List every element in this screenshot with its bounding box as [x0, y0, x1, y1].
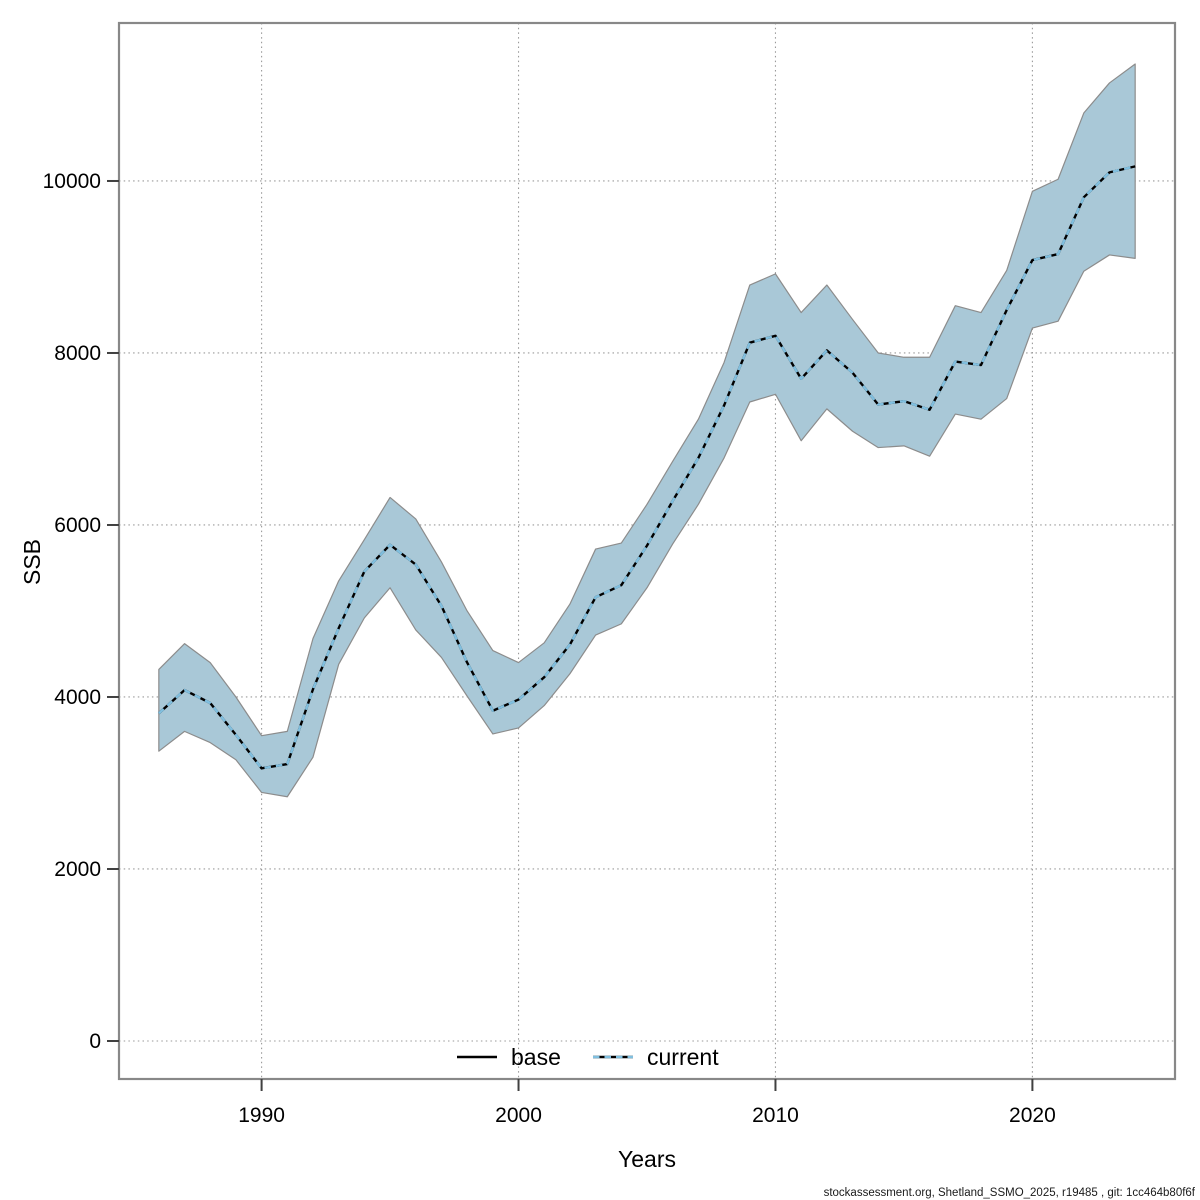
gridlines	[119, 23, 1175, 1079]
y-tick-label-10000: 10000	[43, 170, 101, 193]
plot-border	[117, 21, 1177, 1081]
footer-text: stockassessment.org, Shetland_SSMO_2025,…	[824, 1187, 1196, 1199]
axis-tick-labels: 1990 2000 2010 2020 0 2000 4000 6000 8000 10000	[43, 170, 1056, 1127]
y-tick-label-4000: 4000	[54, 686, 101, 709]
legend: base current	[457, 1044, 719, 1070]
y-axis-title: SSB	[19, 539, 45, 585]
y-tick-label-6000: 6000	[54, 514, 101, 537]
x-tick-label-2010: 2010	[752, 1104, 799, 1127]
confidence-band	[158, 63, 1136, 798]
x-tick-label-1990: 1990	[238, 1104, 285, 1127]
x-tick-label-2000: 2000	[495, 1104, 542, 1127]
axis-ticks	[107, 179, 1034, 1091]
y-tick-label-8000: 8000	[54, 342, 101, 365]
x-axis-title: Years	[618, 1146, 676, 1172]
base-line	[158, 165, 1136, 770]
y-tick-label-0: 0	[89, 1030, 101, 1053]
x-tick-label-2020: 2020	[1009, 1104, 1056, 1127]
y-tick-label-2000: 2000	[54, 858, 101, 881]
legend-base-label: base	[511, 1044, 561, 1070]
legend-current-label: current	[647, 1044, 719, 1070]
